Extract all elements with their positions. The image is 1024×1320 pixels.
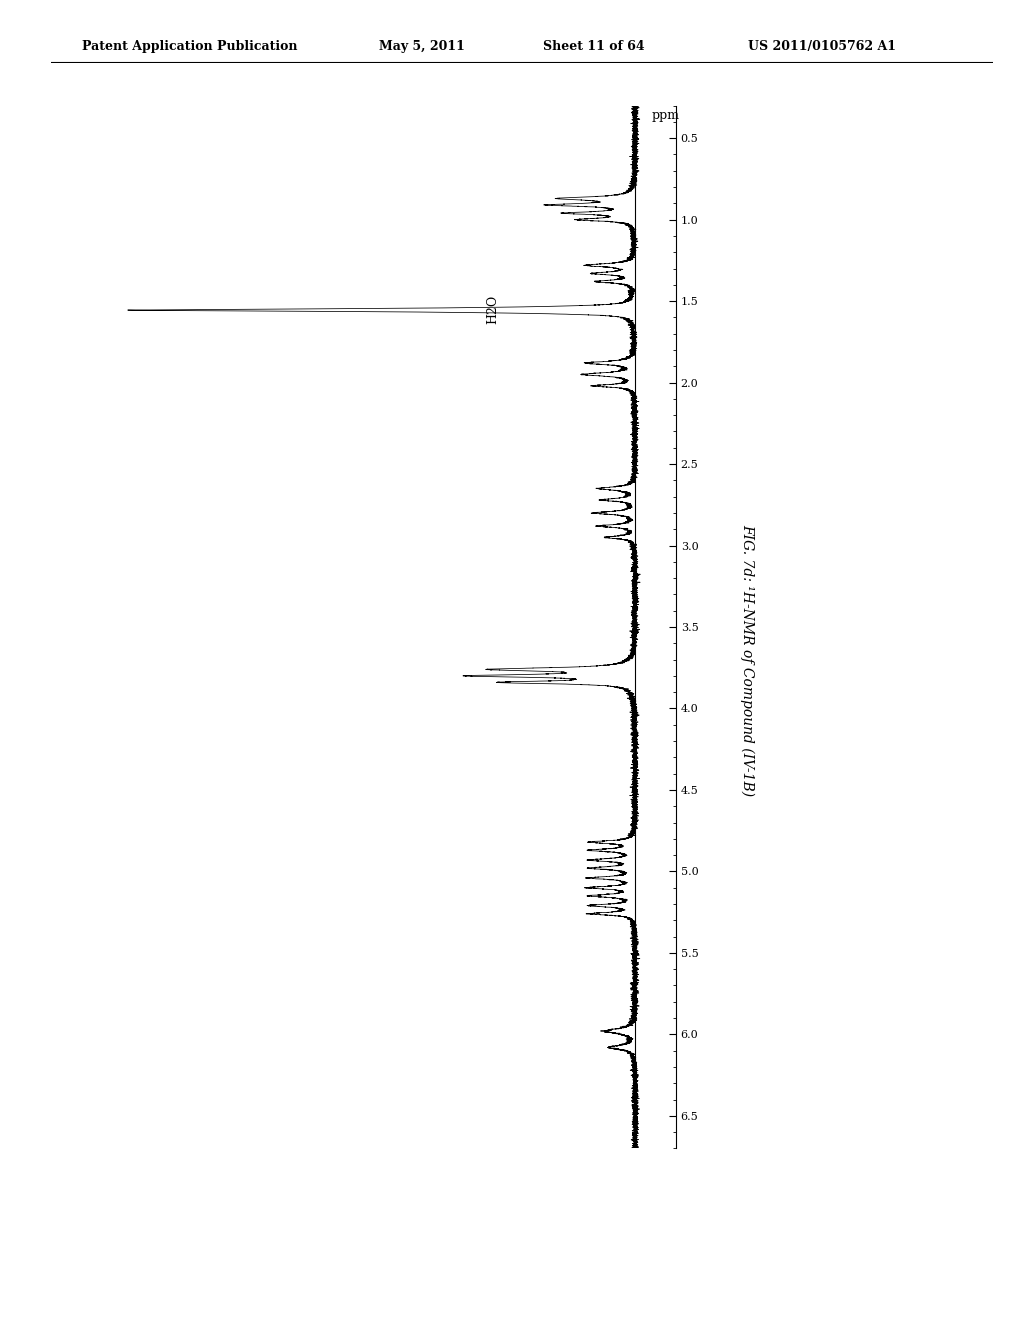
Text: Sheet 11 of 64: Sheet 11 of 64 <box>543 40 644 53</box>
Text: ppm: ppm <box>651 108 680 121</box>
Text: FIG. 7d: ¹H-NMR of Compound (IV-1B): FIG. 7d: ¹H-NMR of Compound (IV-1B) <box>740 524 755 796</box>
Text: Patent Application Publication: Patent Application Publication <box>82 40 297 53</box>
Text: US 2011/0105762 A1: US 2011/0105762 A1 <box>748 40 896 53</box>
Text: H2O: H2O <box>486 294 500 323</box>
Text: May 5, 2011: May 5, 2011 <box>379 40 465 53</box>
